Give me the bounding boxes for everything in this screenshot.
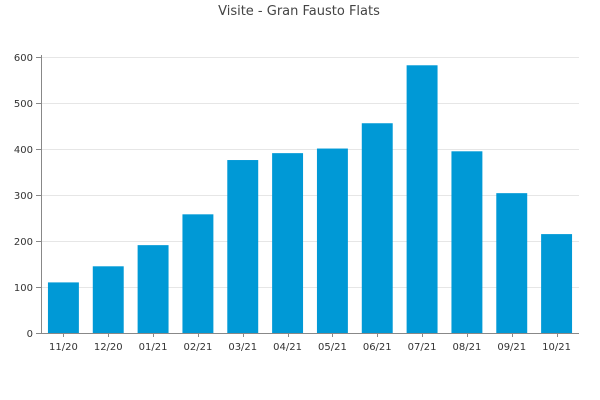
axes — [36, 55, 579, 337]
x-tick-label: 08/21 — [453, 342, 482, 353]
bar — [406, 65, 438, 333]
x-tick-label: 07/21 — [408, 342, 437, 353]
bar — [316, 148, 348, 333]
bar — [47, 282, 79, 333]
gridlines — [41, 57, 579, 288]
x-tick-label: 09/21 — [497, 342, 526, 353]
chart-title: Visite - Gran Fausto Flats — [218, 4, 380, 19]
bar — [541, 234, 573, 333]
y-tick-label: 200 — [14, 237, 33, 248]
y-tick-labels: 0 100 200 300 400 500 600 — [14, 53, 33, 340]
x-tick-label: 10/21 — [542, 342, 571, 353]
x-tick-label: 03/21 — [228, 342, 257, 353]
bar — [92, 266, 124, 333]
bar — [137, 245, 169, 333]
bar — [361, 123, 393, 334]
x-tick-labels: 11/20 12/20 01/21 02/21 03/21 04/21 05/21 06/21… — [49, 342, 571, 353]
y-tick-label: 300 — [14, 191, 33, 202]
bar — [272, 153, 304, 333]
y-tick-label: 600 — [14, 53, 33, 64]
x-tick-label: 01/21 — [139, 342, 168, 353]
bar — [227, 160, 259, 333]
y-tick-label: 0 — [27, 329, 33, 340]
y-tick-label: 100 — [14, 283, 33, 294]
bars — [47, 65, 573, 334]
bar — [182, 214, 214, 333]
bar — [496, 193, 528, 333]
x-tick-label: 04/21 — [273, 342, 302, 353]
bar — [451, 151, 483, 333]
y-tick-label: 500 — [14, 99, 33, 110]
y-tick-label: 400 — [14, 145, 33, 156]
x-tick-label: 05/21 — [318, 342, 347, 353]
x-tick-label: 02/21 — [184, 342, 213, 353]
x-tick-label: 06/21 — [363, 342, 392, 353]
x-tick-label: 12/20 — [94, 342, 123, 353]
x-tick-label: 11/20 — [49, 342, 78, 353]
